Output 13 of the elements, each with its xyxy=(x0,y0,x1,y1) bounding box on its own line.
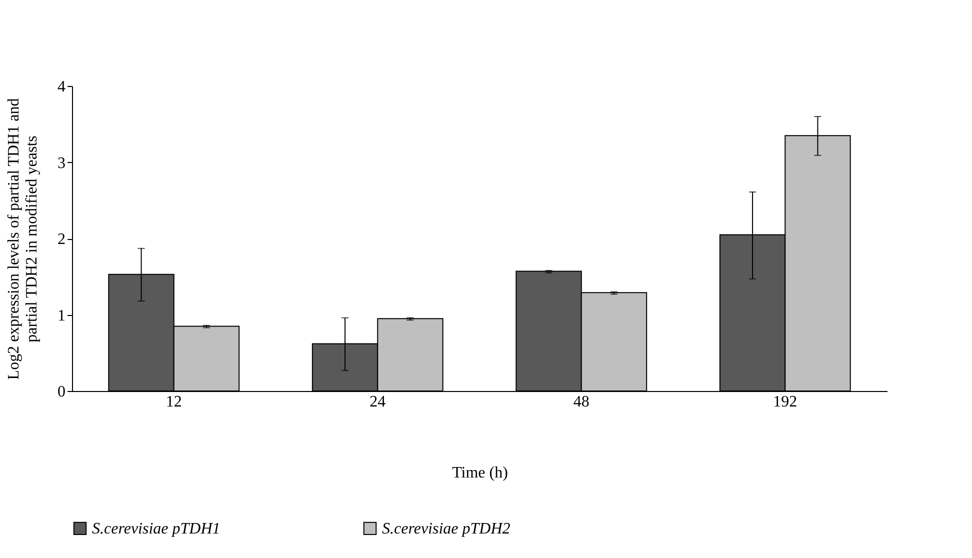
y-tick-label: 1 xyxy=(58,307,66,324)
y-tick-label: 4 xyxy=(58,78,66,96)
y-tick-label: 2 xyxy=(58,231,66,248)
legend-label: S.cerevisiae pTDH1 xyxy=(92,520,220,538)
x-tick-label: 12 xyxy=(166,394,182,410)
y-tick-label: 3 xyxy=(58,154,66,172)
x-tick-label: 192 xyxy=(773,394,798,410)
x-tick-label: 24 xyxy=(370,394,386,410)
y-tick-label: 0 xyxy=(58,384,66,400)
x-tick-label: 48 xyxy=(573,394,590,410)
x-axis-title: Time (h) xyxy=(452,464,508,482)
y-axis-title: Log2 expression levels of partial TDH1 and partial TDH2 in modified yeasts xyxy=(6,98,40,380)
legend-label: S.cerevisiae pTDH2 xyxy=(382,520,510,538)
